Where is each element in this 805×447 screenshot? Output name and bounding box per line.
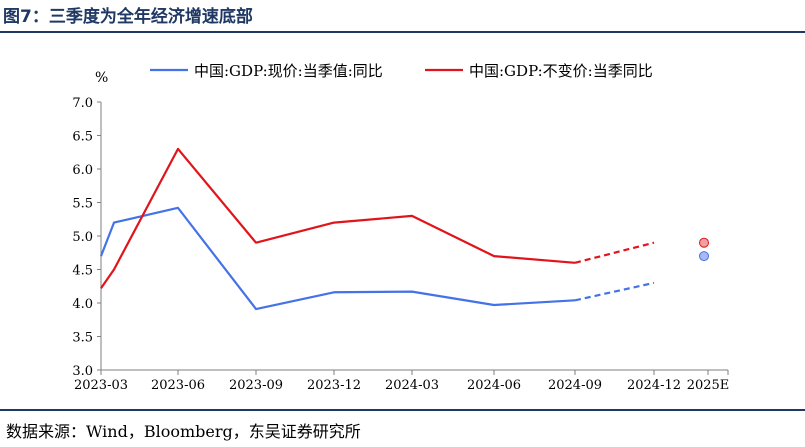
legend-label-1: 中国:GDP:现价:当季值:同比 — [194, 62, 383, 80]
figure-title: 图7：三季度为全年经济增速底部 — [3, 7, 253, 27]
y-tick-label: 7.0 — [72, 96, 93, 111]
series-layer — [99, 147, 709, 311]
y-tick-label: 5.0 — [72, 230, 93, 245]
x-tick-label: 2024-09 — [548, 378, 602, 393]
x-tick-label: 2023-12 — [307, 378, 361, 393]
x-tick-label: 2023-06 — [151, 378, 205, 393]
axes-layer: 3.0 3.5 4.0 4.5 5.0 5.5 6.0 6.5 7.0% 2023-03 2023-… — [72, 70, 729, 393]
x-tick-label: 2024-12 — [627, 378, 681, 393]
y-tick-label: 3.5 — [72, 331, 93, 346]
x-tick-label: 2023-03 — [74, 378, 128, 393]
y-tick-label: 6.0 — [72, 163, 93, 178]
series-line-2 — [100, 147, 576, 289]
y-tick-label: 5.5 — [72, 197, 93, 212]
estimate-point-2 — [699, 237, 709, 248]
y-tick-label: 6.5 — [72, 130, 93, 145]
x-tick-label: 2025E — [687, 378, 730, 393]
x-tick-label: 2023-09 — [229, 378, 283, 393]
x-tick-label: 2024-06 — [467, 378, 521, 393]
y-tick-label: 4.5 — [72, 264, 93, 279]
top-rule — [0, 31, 805, 33]
series-line-1 — [99, 206, 576, 311]
series-projection-2 — [574, 241, 655, 264]
x-tick-label: 2024-03 — [385, 378, 439, 393]
estimate-point-1 — [699, 251, 709, 262]
source-note: 数据来源：Wind，Bloomberg，东吴证券研究所 — [6, 422, 361, 441]
series-projection-1 — [574, 281, 655, 302]
legend-label-2: 中国:GDP:不变价:当季同比 — [469, 62, 653, 80]
y-tick-label: 3.0 — [72, 364, 93, 379]
y-tick-label: 4.0 — [72, 297, 93, 312]
bottom-rule — [0, 409, 805, 411]
y-unit-label: % — [95, 70, 108, 86]
legend-layer: 中国:GDP:现价:当季值:同比 中国:GDP:不变价:当季同比 — [150, 62, 653, 80]
